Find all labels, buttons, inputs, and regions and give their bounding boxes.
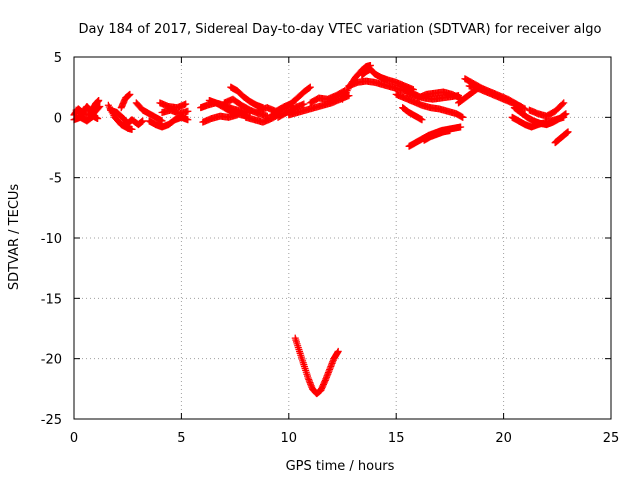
data-point xyxy=(560,99,568,107)
x-tick-label: 5 xyxy=(177,431,185,446)
y-tick-label: -25 xyxy=(41,413,62,428)
data-point xyxy=(334,347,342,355)
data-point xyxy=(95,104,103,112)
data-point xyxy=(418,116,426,124)
data-point xyxy=(184,107,192,115)
data-point xyxy=(559,100,567,108)
x-tick-label: 10 xyxy=(281,431,298,446)
data-point xyxy=(95,96,103,104)
y-tick-label: -5 xyxy=(49,172,62,187)
data-point xyxy=(128,125,136,133)
x-tick-label: 25 xyxy=(603,431,620,446)
x-tick-label: 0 xyxy=(70,431,78,446)
y-tick-label: 0 xyxy=(54,111,62,126)
data-point xyxy=(306,83,314,91)
data-point xyxy=(564,128,572,136)
y-tick-label: 5 xyxy=(54,51,62,66)
data-point xyxy=(184,116,192,124)
data-point xyxy=(139,117,147,125)
data-point xyxy=(521,105,529,113)
data-point xyxy=(517,102,525,110)
data-point xyxy=(474,84,482,92)
data-point xyxy=(457,123,465,131)
tick-layer: 0 5 10 15 20 25 5 0 -5 -10 -15 -20 -25 xyxy=(41,51,620,446)
data-point xyxy=(473,85,481,93)
y-axis-label: SDTVAR / TECUs xyxy=(7,184,22,291)
x-tick-label: 20 xyxy=(495,431,512,446)
data-point xyxy=(446,127,454,135)
data-point xyxy=(96,102,104,110)
y-tick-label: -20 xyxy=(41,353,62,368)
chart-title: Day 184 of 2017, Sidereal Day-to-day VTE… xyxy=(79,22,602,37)
data-point xyxy=(126,90,134,98)
plot-border xyxy=(73,56,612,420)
x-tick-label: 15 xyxy=(388,431,405,446)
data-layer xyxy=(70,61,572,398)
data-point xyxy=(182,100,190,108)
data-point xyxy=(459,113,467,121)
y-tick-label: -15 xyxy=(41,292,62,307)
data-point xyxy=(562,110,570,118)
data-point xyxy=(300,100,308,108)
data-point xyxy=(305,84,313,92)
data-point xyxy=(94,115,102,123)
data-point xyxy=(158,117,166,125)
x-axis-label: GPS time / hours xyxy=(286,459,395,474)
y-tick-label: -10 xyxy=(41,232,62,247)
data-point xyxy=(560,113,568,121)
